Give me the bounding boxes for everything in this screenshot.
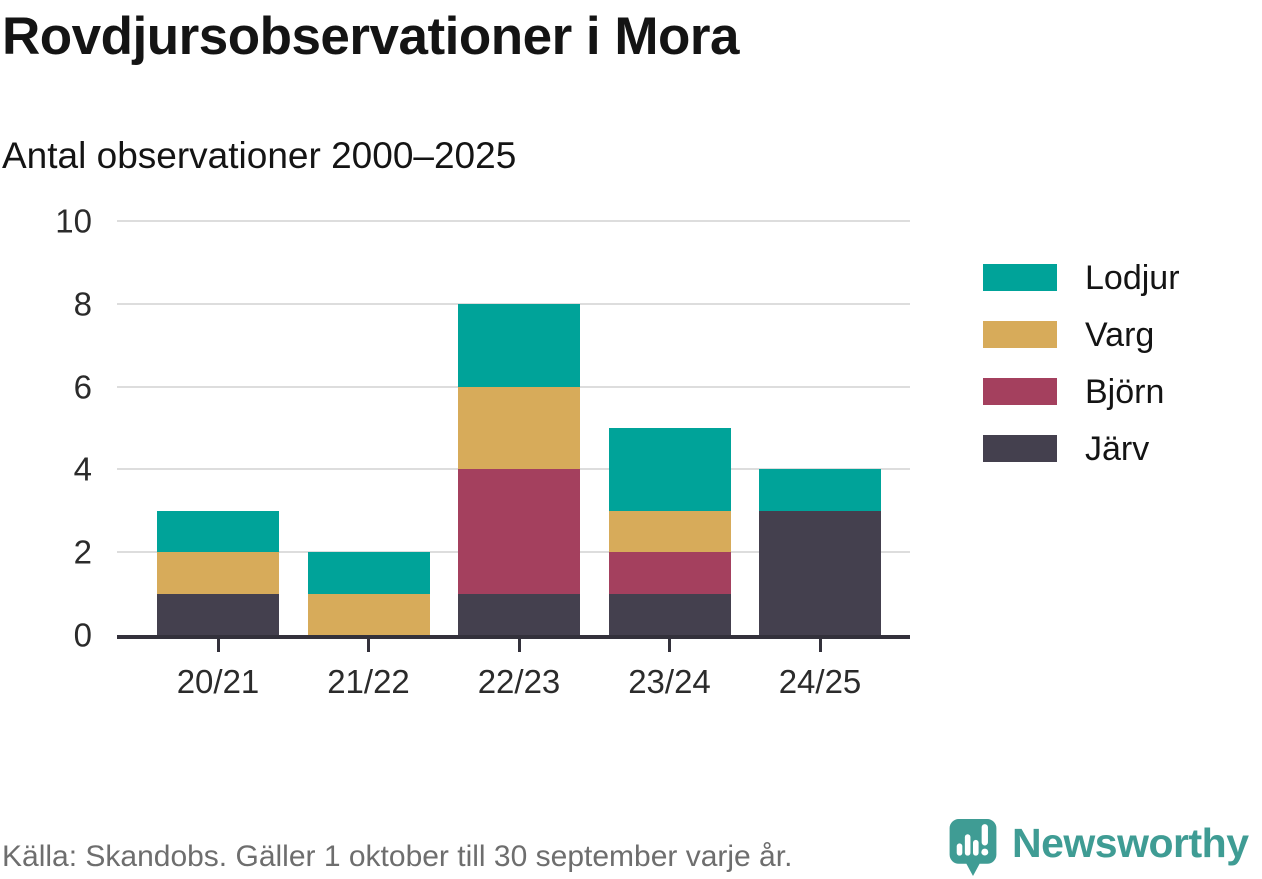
- legend-item-lodjur: Lodjur: [983, 261, 1180, 295]
- bar-segment-björn: [458, 469, 580, 594]
- y-tick-label: 0: [73, 616, 92, 654]
- legend-item-järv: Järv: [983, 432, 1180, 466]
- bar-segment-varg: [157, 552, 279, 594]
- bar-segment-björn: [608, 552, 731, 594]
- bar-segment-varg: [307, 593, 430, 635]
- bar-segment-järv: [759, 510, 881, 635]
- newsworthy-icon: [949, 819, 997, 876]
- chart-subtitle: Antal observationer 2000–2025: [2, 135, 517, 176]
- source-note: Källa: Skandobs. Gäller 1 oktober till 3…: [2, 840, 793, 873]
- y-tick-label: 8: [73, 285, 92, 323]
- legend-swatch: [983, 435, 1057, 462]
- legend-swatch: [983, 264, 1057, 291]
- x-tick: [367, 639, 370, 652]
- bar-group: [608, 221, 731, 635]
- legend-swatch: [983, 321, 1057, 348]
- gridline: [117, 220, 910, 222]
- bar-group: [157, 221, 279, 635]
- y-tick-label: 2: [73, 533, 92, 571]
- y-tick-label: 6: [73, 368, 92, 406]
- plot-area: [117, 220, 910, 639]
- gridline: [117, 468, 910, 471]
- legend-label: Björn: [1085, 372, 1165, 411]
- x-tick: [216, 639, 220, 652]
- bar-group: [759, 221, 881, 635]
- legend-label: Järv: [1085, 429, 1150, 468]
- x-tick: [818, 639, 822, 652]
- y-tick-label: 4: [73, 450, 92, 488]
- bar-segment-lodjur: [608, 428, 731, 511]
- legend-swatch: [983, 378, 1057, 405]
- bar-segment-lodjur: [458, 303, 580, 387]
- bar-segment-lodjur: [157, 510, 279, 553]
- bar-segment-lodjur: [307, 552, 430, 594]
- bar-segment-järv: [157, 593, 279, 635]
- newsworthy-wordmark: Newsworthy: [1012, 820, 1249, 866]
- page-title: Rovdjursobservationer i Mora: [2, 7, 740, 66]
- x-tick: [517, 639, 521, 652]
- x-axis: 20/21 21/22 22/23 23/24 24/25: [117, 639, 910, 749]
- bar-segment-järv: [608, 593, 731, 635]
- x-tick-label: 23/24: [628, 663, 711, 700]
- legend-label: Varg: [1085, 315, 1155, 354]
- bar-segment-varg: [608, 510, 731, 553]
- legend-item-björn: Björn: [983, 375, 1180, 409]
- legend-item-varg: Varg: [983, 318, 1180, 352]
- legend-label: Lodjur: [1085, 258, 1180, 297]
- legend: Lodjur Varg Björn Järv: [983, 261, 1180, 492]
- bar-segment-varg: [458, 386, 580, 470]
- x-tick-label: 20/21: [176, 663, 260, 700]
- x-tick-label: 22/23: [477, 663, 561, 700]
- x-tick-label: 21/22: [327, 663, 410, 700]
- bar-segment-järv: [458, 593, 580, 635]
- bar-segment-lodjur: [759, 469, 881, 511]
- x-tick: [668, 639, 671, 652]
- bar-group: [307, 221, 430, 635]
- bar-group: [458, 221, 580, 635]
- y-axis-labels: 0 2 4 6 8 10: [0, 205, 92, 652]
- newsworthy-logo: Newsworthy: [948, 818, 1249, 877]
- x-tick-label: 24/25: [778, 663, 862, 700]
- y-tick-label: 10: [55, 202, 92, 240]
